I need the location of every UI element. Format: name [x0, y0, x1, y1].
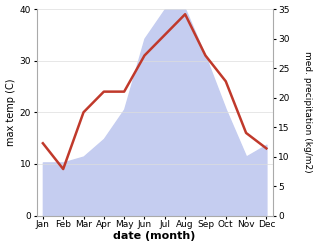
Y-axis label: max temp (C): max temp (C) — [5, 79, 16, 146]
X-axis label: date (month): date (month) — [114, 231, 196, 242]
Y-axis label: med. precipitation (kg/m2): med. precipitation (kg/m2) — [303, 51, 313, 173]
